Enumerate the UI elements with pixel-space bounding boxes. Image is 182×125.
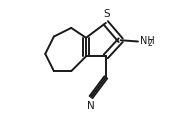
Text: NH: NH: [140, 36, 155, 46]
Text: N: N: [87, 101, 95, 111]
Text: S: S: [104, 9, 110, 19]
Text: 2: 2: [147, 40, 152, 48]
